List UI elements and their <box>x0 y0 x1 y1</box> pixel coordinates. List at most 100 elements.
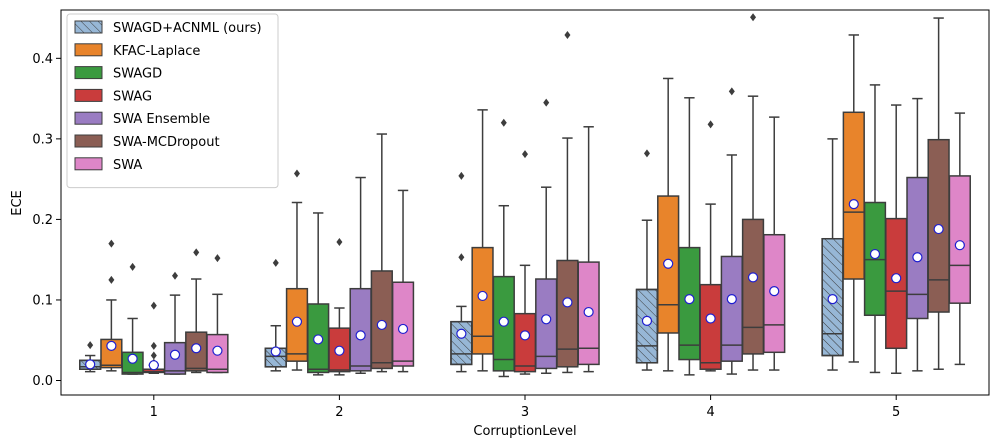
outlier-point <box>150 301 157 310</box>
mean-marker <box>313 334 324 345</box>
outlier-point <box>458 253 465 262</box>
legend-swatch <box>74 157 103 171</box>
mean-marker <box>869 248 881 260</box>
y-tick-label: 0.3 <box>32 132 53 147</box>
outlier-point <box>150 341 157 350</box>
box-swag <box>513 312 537 373</box>
outlier-point <box>87 341 94 350</box>
outlier-point <box>272 258 279 267</box>
mean-marker <box>397 323 409 335</box>
outlier-point <box>293 169 300 178</box>
outlier-point <box>707 120 714 129</box>
mean-marker <box>376 319 387 331</box>
box-swag <box>885 217 908 350</box>
y-axis-label: ECE <box>10 190 25 216</box>
legend: SWAGD+ACNML (ours) KFAC-Laplace SWAGD SWAG S… <box>66 13 279 189</box>
mean-marker <box>684 294 695 305</box>
outlier-point <box>500 118 507 127</box>
mean-marker <box>541 314 552 325</box>
box-swa <box>948 175 971 304</box>
mean-marker <box>355 330 366 341</box>
mean-marker <box>747 272 759 283</box>
outlier-point <box>214 254 221 263</box>
outlier-point <box>150 351 157 360</box>
y-tick-label: 0.2 <box>32 213 53 228</box>
legend-label: KFAC-Laplace <box>113 44 200 59</box>
legend-swatch <box>74 43 103 57</box>
outlier-point <box>108 275 115 284</box>
y-tick-label: 0.4 <box>32 52 53 67</box>
mean-marker <box>726 294 737 305</box>
category-group <box>79 239 229 375</box>
legend-swatch <box>74 66 103 80</box>
y-tick-label: 0.1 <box>32 293 53 308</box>
box-groups <box>79 13 971 378</box>
mean-marker <box>848 199 859 210</box>
mean-marker <box>827 294 838 305</box>
box-hatch <box>635 288 659 364</box>
box-swa-mcdropout <box>556 259 579 368</box>
mean-marker <box>933 223 944 235</box>
legend-swatch <box>74 111 103 125</box>
y-axis: 0.0 0.1 0.2 0.3 0.4 <box>32 52 61 389</box>
legend-label: SWA Ensemble <box>113 112 210 127</box>
category-group <box>264 133 415 376</box>
outlier-point <box>172 271 179 280</box>
legend-frame <box>66 13 279 189</box>
x-tick-label: 3 <box>521 405 529 420</box>
mean-marker <box>562 297 573 308</box>
y-tick-label: 0.0 <box>32 374 53 389</box>
outlier-point <box>193 248 200 257</box>
mean-marker <box>148 360 159 371</box>
legend-swatch <box>74 88 103 102</box>
outlier-point <box>564 30 571 39</box>
category-group <box>821 17 971 375</box>
mean-marker <box>912 252 923 263</box>
mean-marker <box>641 315 653 326</box>
mean-marker <box>212 345 223 356</box>
x-tick-label: 1 <box>150 405 158 420</box>
x-tick-label: 2 <box>335 405 343 420</box>
legend-swatch-hatch <box>74 20 103 34</box>
outlier-point <box>108 239 115 248</box>
box-swa-ensemble <box>349 287 372 372</box>
plot-frame <box>60 9 990 396</box>
x-tick-label: 5 <box>892 405 900 420</box>
legend-label: SWAG <box>113 89 152 104</box>
box-swa-ensemble <box>906 176 929 320</box>
outlier-point <box>129 262 136 271</box>
mean-marker <box>519 330 531 341</box>
mean-marker <box>477 290 488 302</box>
box-swag <box>699 283 722 370</box>
mean-marker <box>85 359 96 370</box>
outlier-point <box>522 150 528 159</box>
mean-marker <box>127 353 138 364</box>
mean-marker <box>769 285 780 297</box>
legend-label: SWA-MCDropout <box>113 135 220 150</box>
mean-marker <box>456 328 467 339</box>
mean-marker <box>891 273 902 284</box>
outlier-point <box>458 171 465 180</box>
category-group <box>450 30 600 378</box>
outlier-point <box>543 98 550 107</box>
box-kfac-laplace <box>842 111 865 280</box>
legend-swatch <box>74 134 103 148</box>
category-group <box>635 13 786 376</box>
mean-marker <box>498 316 509 327</box>
box-swa-mcdropout <box>370 270 393 370</box>
x-axis-label: CorruptionLevel <box>473 424 576 439</box>
outlier-point <box>750 13 757 22</box>
mean-marker <box>663 258 674 269</box>
outlier-point <box>336 237 343 246</box>
outlier-point <box>728 87 735 96</box>
mean-marker <box>270 346 281 357</box>
legend-label: SWAGD <box>113 67 162 82</box>
x-axis: 1 2 3 4 5 <box>150 395 900 420</box>
mean-marker <box>291 316 303 327</box>
outlier-point <box>643 149 650 158</box>
mean-marker <box>705 313 716 324</box>
mean-marker <box>334 345 345 356</box>
x-tick-label: 4 <box>706 405 714 420</box>
legend-label: SWA <box>113 158 142 173</box>
